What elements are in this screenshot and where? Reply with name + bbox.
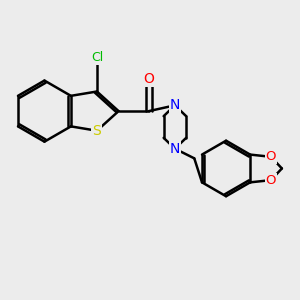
Text: O: O [266, 174, 276, 187]
Text: O: O [266, 150, 276, 163]
Text: O: O [143, 72, 154, 86]
Text: N: N [170, 142, 180, 156]
Text: N: N [170, 98, 180, 112]
Text: Cl: Cl [91, 51, 103, 64]
Text: S: S [92, 124, 101, 138]
